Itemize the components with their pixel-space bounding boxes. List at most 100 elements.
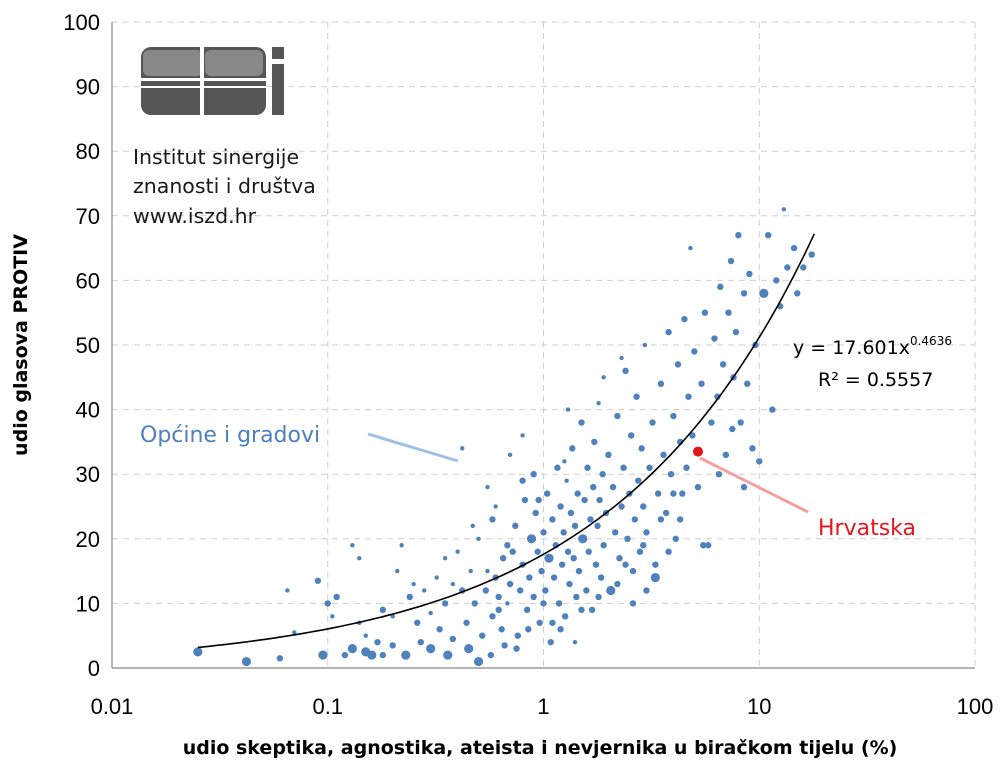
data-point — [513, 645, 520, 652]
data-point — [649, 419, 656, 426]
data-point — [363, 633, 368, 638]
data-point — [616, 554, 623, 562]
data-point — [292, 630, 297, 635]
trend-r-squared: R² = 0.5557 — [818, 369, 933, 391]
data-point — [746, 270, 753, 278]
data-point — [631, 516, 639, 523]
data-point — [333, 593, 340, 601]
data-point — [324, 600, 331, 607]
data-point — [674, 361, 682, 368]
y-tick-label: 10 — [76, 591, 100, 616]
data-point — [471, 600, 478, 607]
data-point — [526, 534, 537, 544]
data-point — [389, 642, 396, 649]
data-point — [629, 567, 637, 575]
grid-lines — [112, 21, 976, 668]
data-point — [646, 464, 653, 471]
data-point — [672, 535, 679, 542]
data-point — [635, 477, 642, 484]
data-point — [555, 600, 563, 607]
y-tick-label: 100 — [63, 10, 100, 35]
data-point — [567, 509, 575, 517]
data-point — [790, 244, 798, 252]
data-point — [759, 288, 769, 298]
x-tick-label: 0.01 — [91, 694, 134, 719]
data-point — [740, 483, 748, 491]
data-point — [700, 542, 707, 549]
y-tick-label: 60 — [76, 268, 100, 293]
data-point — [193, 647, 203, 657]
data-point — [557, 626, 564, 633]
data-point — [367, 650, 377, 660]
data-point — [540, 600, 547, 607]
data-point — [571, 522, 579, 530]
data-point — [633, 393, 640, 400]
data-point — [550, 574, 558, 581]
data-point — [517, 587, 524, 594]
data-point — [769, 406, 776, 413]
data-point — [665, 548, 672, 555]
data-point — [485, 484, 490, 490]
data-point — [399, 543, 404, 548]
data-point — [722, 451, 730, 459]
data-point — [583, 587, 590, 594]
highlight-label-leader — [699, 456, 809, 514]
data-point — [670, 412, 677, 420]
data-point — [318, 650, 328, 660]
data-point — [601, 375, 606, 380]
data-point — [547, 638, 554, 646]
data-point — [592, 561, 600, 568]
y-tick-label: 80 — [76, 139, 100, 164]
data-point — [756, 458, 763, 465]
x-tick-label: 1 — [537, 694, 549, 719]
data-point — [561, 613, 569, 620]
data-point — [540, 529, 547, 536]
data-point — [485, 568, 490, 574]
data-point — [464, 644, 474, 654]
data-point — [606, 585, 616, 596]
data-point — [470, 523, 475, 529]
data-point — [501, 642, 508, 649]
data-point — [441, 600, 449, 607]
data-point — [442, 555, 448, 561]
y-tick-labels: 0 10 20 30 40 50 60 70 80 90 100 — [63, 10, 100, 681]
data-point — [450, 581, 456, 587]
data-point — [379, 606, 387, 614]
data-point — [585, 548, 592, 555]
data-point — [564, 478, 569, 483]
data-point — [681, 315, 688, 323]
data-point — [581, 496, 588, 504]
data-point — [599, 471, 606, 478]
data-point — [588, 606, 596, 614]
data-point — [595, 593, 602, 601]
data-point — [455, 549, 460, 554]
institute-logo — [141, 47, 284, 115]
data-point — [495, 593, 502, 601]
data-point — [614, 412, 621, 420]
data-point — [479, 632, 486, 639]
data-point — [584, 464, 591, 471]
data-point — [574, 490, 581, 497]
data-point — [557, 503, 564, 510]
data-point — [374, 638, 381, 646]
data-point — [725, 309, 732, 316]
data-point — [597, 574, 605, 581]
data-point — [727, 257, 735, 265]
data-point — [689, 432, 696, 439]
data-point — [773, 277, 780, 284]
data-point — [737, 419, 744, 426]
y-tick-label: 30 — [76, 462, 100, 487]
data-point — [640, 542, 647, 549]
data-point — [549, 516, 556, 523]
y-tick-label: 70 — [76, 204, 100, 229]
data-point — [357, 555, 362, 561]
data-point — [694, 483, 702, 491]
trend-equation-base: y = 17.601x — [793, 337, 910, 359]
data-point — [544, 553, 554, 563]
data-point — [285, 588, 290, 593]
data-point — [572, 639, 578, 645]
data-point — [600, 542, 607, 549]
data-point — [698, 380, 705, 387]
series-label: Općine i gradovi — [140, 423, 320, 448]
data-point — [426, 644, 436, 654]
